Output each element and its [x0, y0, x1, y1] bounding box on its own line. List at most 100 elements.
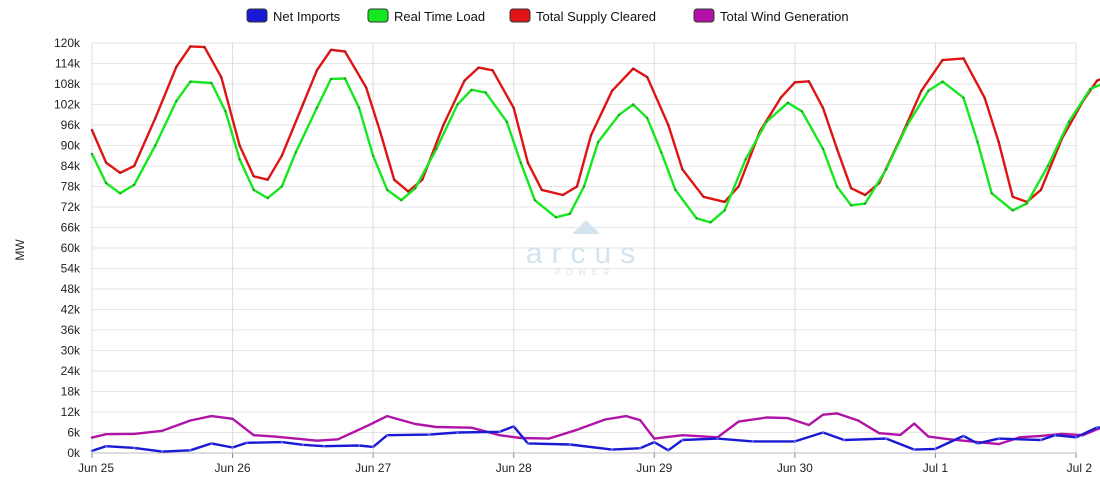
data-point: [210, 442, 213, 445]
data-point: [498, 430, 501, 433]
data-point: [301, 103, 304, 106]
data-point: [611, 89, 614, 92]
data-point: [604, 418, 607, 421]
data-point: [786, 417, 789, 420]
data-point: [1039, 438, 1042, 442]
data-point: [365, 86, 368, 89]
data-point: [765, 120, 768, 123]
legend-item-real-time-load[interactable]: Real Time Load: [367, 8, 485, 24]
data-point: [864, 202, 867, 205]
series-line-net-imports: [90, 425, 1100, 453]
data-point: [315, 439, 318, 442]
data-point: [906, 123, 909, 127]
data-point: [358, 106, 361, 109]
data-point: [561, 193, 565, 197]
data-point: [189, 449, 192, 452]
legend-item-total-supply-cleared[interactable]: Total Supply Cleared: [509, 8, 656, 24]
y-tick-label: 24k: [61, 364, 81, 378]
data-point: [632, 67, 635, 70]
data-point: [667, 449, 670, 452]
data-point: [1011, 209, 1014, 212]
data-point: [744, 158, 747, 161]
data-point: [913, 448, 916, 451]
data-point: [597, 141, 600, 144]
legend-item-total-wind-generation[interactable]: Total Wind Generation: [693, 8, 849, 24]
y-tick-label: 66k: [61, 221, 81, 235]
y-tick-label: 54k: [61, 262, 81, 276]
data-point: [105, 433, 108, 436]
data-point: [843, 438, 846, 442]
data-point: [540, 188, 543, 191]
data-point: [210, 415, 213, 418]
legend-label: Real Time Load: [394, 9, 485, 24]
data-point: [133, 164, 136, 168]
data-point: [105, 161, 108, 164]
data-point: [435, 147, 438, 150]
data-point: [470, 426, 473, 429]
data-point: [807, 80, 811, 83]
data-point: [997, 437, 1000, 440]
x-tick-label: Jun 27: [355, 461, 391, 475]
data-point: [463, 79, 466, 82]
data-point: [632, 103, 635, 106]
data-point: [941, 59, 944, 62]
legend-label: Total Wind Generation: [720, 9, 849, 24]
data-point: [850, 204, 853, 207]
x-axis: Jun 25 Jun 26 Jun 27 Jun 28 Jun 29 Jun 30 Jul …: [78, 452, 1092, 475]
data-point: [154, 144, 157, 147]
data-point: [512, 106, 515, 109]
data-point: [582, 185, 586, 188]
y-tick-label: 30k: [61, 344, 81, 358]
data-point: [983, 96, 986, 99]
y-tick-label: 6k: [67, 426, 81, 440]
series-net-imports: [90, 425, 1100, 453]
data-point: [835, 412, 839, 415]
data-point: [210, 81, 213, 85]
data-point: [568, 443, 572, 446]
data-point: [322, 445, 325, 448]
x-tick-label: Jul 1: [923, 461, 949, 475]
data-point: [526, 442, 529, 445]
data-point: [519, 436, 522, 440]
data-point: [821, 106, 825, 109]
data-point: [1053, 434, 1056, 437]
y-tick-label: 48k: [61, 282, 81, 296]
data-point: [681, 168, 684, 171]
data-point: [105, 445, 108, 448]
legend-item-net-imports[interactable]: Net Imports: [246, 8, 341, 24]
data-point: [575, 185, 579, 188]
data-point: [161, 429, 164, 432]
data-point: [203, 46, 206, 49]
data-point: [329, 48, 333, 51]
y-tick-label: 84k: [61, 159, 81, 173]
data-point: [301, 443, 304, 446]
y-tick-label: 90k: [61, 139, 81, 153]
data-point: [442, 123, 445, 127]
x-tick-label: Jun 28: [496, 461, 532, 475]
data-point: [519, 161, 522, 164]
series-total-supply-cleared: [90, 45, 1100, 204]
data-point: [618, 113, 621, 116]
data-point: [133, 432, 136, 435]
data-point: [533, 199, 536, 202]
data-point: [850, 187, 853, 190]
data-point: [639, 419, 642, 422]
data-point: [220, 76, 223, 79]
data-point: [835, 147, 839, 150]
data-point: [252, 434, 255, 437]
data-point: [414, 187, 417, 190]
legend: Net Imports Real Time Load Total Supply Cl…: [246, 8, 849, 24]
y-tick-label: 72k: [61, 200, 81, 214]
data-point: [280, 154, 283, 157]
y-tick-label: 102k: [54, 98, 81, 112]
data-point: [477, 66, 480, 69]
y-tick-label: 42k: [61, 303, 81, 317]
data-point: [1039, 434, 1042, 437]
data-point: [1060, 432, 1063, 435]
data-point: [315, 106, 318, 109]
data-point: [646, 117, 649, 120]
data-point: [1067, 120, 1071, 123]
data-point: [1089, 88, 1092, 91]
data-point: [997, 141, 1000, 144]
data-point: [589, 134, 593, 137]
